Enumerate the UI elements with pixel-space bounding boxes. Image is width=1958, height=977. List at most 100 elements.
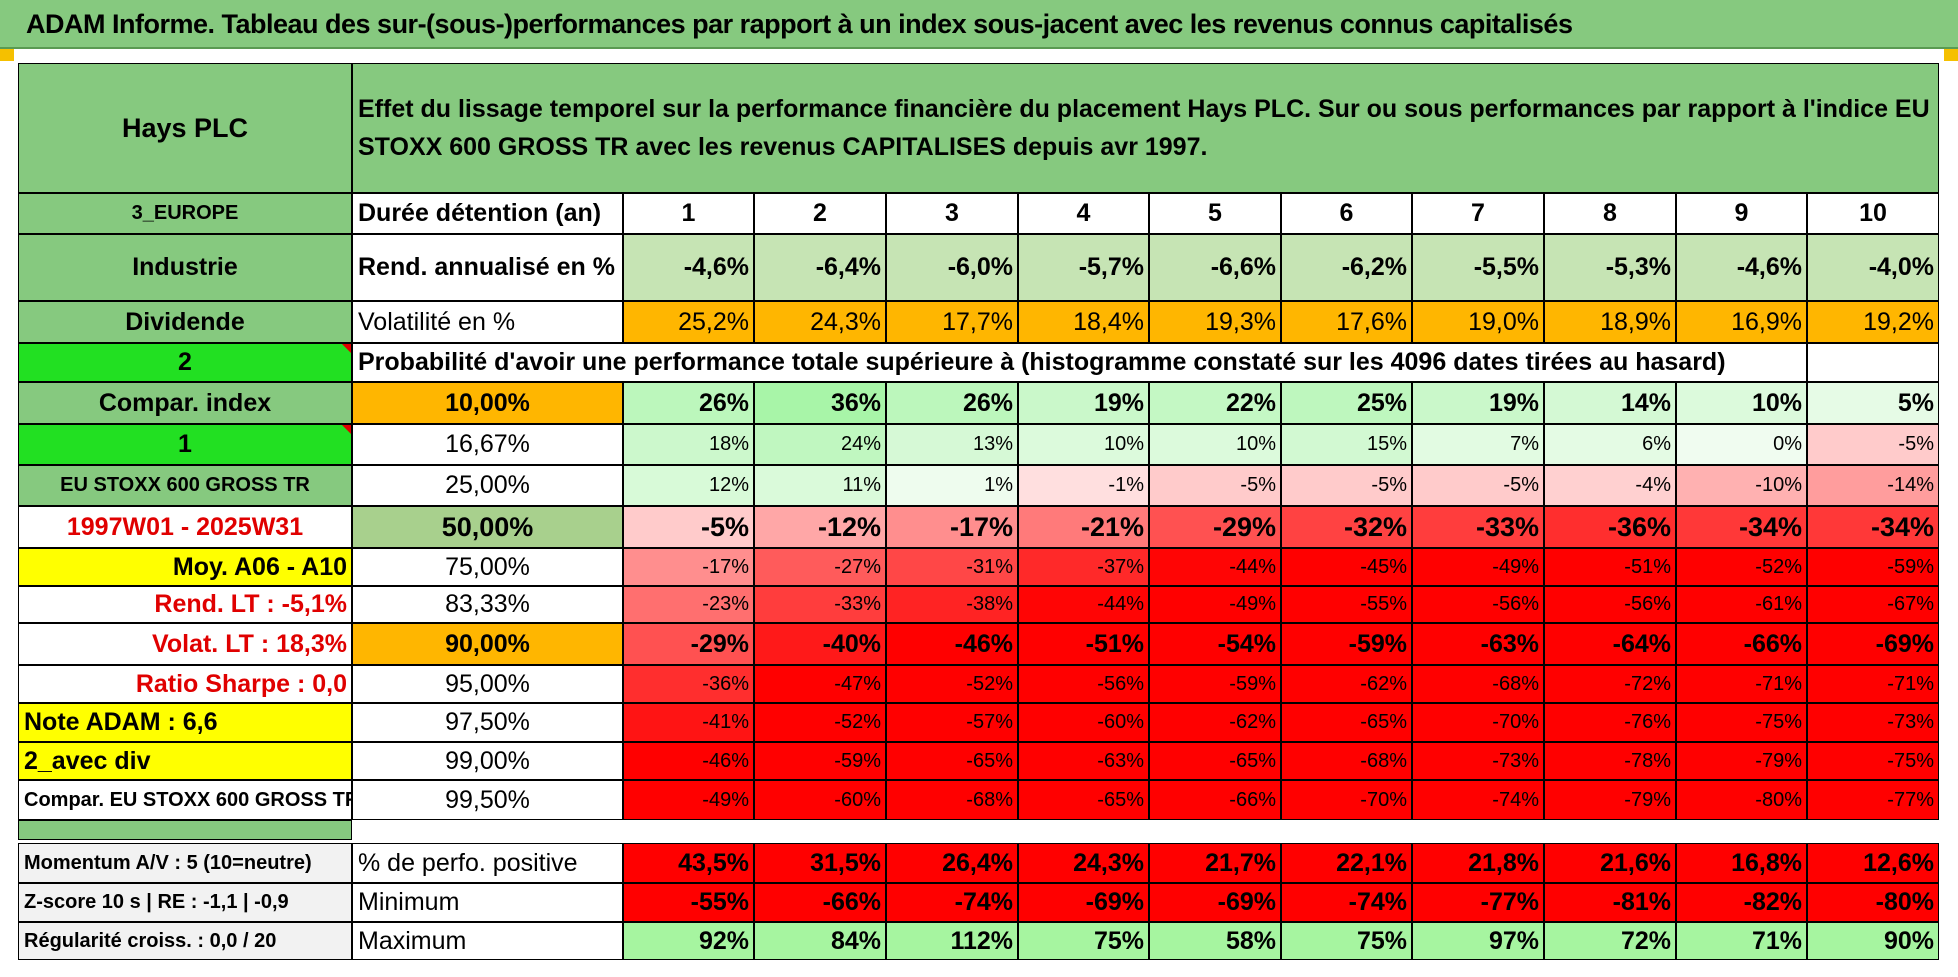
probability-value: -74% — [1412, 780, 1544, 820]
probability-value: 11% — [754, 465, 886, 506]
bottom-row-value: 31,5% — [754, 843, 886, 883]
description-line-1: Effet du lissage temporel sur la perform… — [358, 95, 1930, 123]
probability-threshold: 90,00% — [352, 623, 623, 665]
rend-value: -6,2% — [1281, 234, 1412, 301]
compar-full-label: Compar. EU STOXX 600 GROSS TR — [18, 780, 352, 820]
probability-value: 13% — [886, 424, 1018, 465]
vol-value: 18,4% — [1018, 301, 1149, 343]
probability-value: -33% — [1412, 506, 1544, 548]
probability-value: -36% — [623, 665, 754, 703]
bottom-row-value: -80% — [1807, 883, 1939, 922]
probability-threshold: 50,00% — [352, 506, 623, 548]
duration-header: 3 — [886, 193, 1018, 234]
rend-value: -6,6% — [1149, 234, 1281, 301]
probability-value: 22% — [1149, 382, 1281, 424]
probability-value: 15% — [1281, 424, 1412, 465]
probability-value: -10% — [1676, 465, 1807, 506]
probability-value: -17% — [886, 506, 1018, 548]
vol-value: 19,3% — [1149, 301, 1281, 343]
duration-header: 6 — [1281, 193, 1412, 234]
probability-value: -44% — [1149, 548, 1281, 586]
probability-value: -21% — [1018, 506, 1149, 548]
bottom-row-value: 21,6% — [1544, 843, 1676, 883]
probability-value: -76% — [1544, 703, 1676, 742]
probability-value: -57% — [886, 703, 1018, 742]
bottom-row-value: 24,3% — [1018, 843, 1149, 883]
probability-value: -62% — [1149, 703, 1281, 742]
probability-value: -52% — [886, 665, 1018, 703]
probability-value: -65% — [1018, 780, 1149, 820]
rend-value: -6,4% — [754, 234, 886, 301]
probability-value: -71% — [1676, 665, 1807, 703]
comment-marker-icon — [342, 344, 351, 353]
probability-empty-cell — [1807, 343, 1939, 382]
probability-value: 12% — [623, 465, 754, 506]
probability-value: 1% — [886, 465, 1018, 506]
probability-value: -38% — [886, 586, 1018, 623]
rend-value: -5,3% — [1544, 234, 1676, 301]
probability-value: -52% — [1676, 548, 1807, 586]
probability-value: -73% — [1807, 703, 1939, 742]
bottom-row-value: -55% — [623, 883, 754, 922]
index-name-label: EU STOXX 600 GROSS TR — [18, 465, 352, 506]
probability-value: -47% — [754, 665, 886, 703]
vol-value: 25,2% — [623, 301, 754, 343]
vol-value: 17,7% — [886, 301, 1018, 343]
volat-lt-label: Volat. LT : 18,3% — [18, 623, 352, 665]
compar-index-label: Compar. index — [18, 382, 352, 424]
durations-label: Durée détention (an) — [352, 193, 623, 234]
bottom-row-value: -69% — [1149, 883, 1281, 922]
probability-value: 26% — [886, 382, 1018, 424]
probability-threshold: 25,00% — [352, 465, 623, 506]
selector-2[interactable]: 1 — [18, 424, 352, 465]
bottom-row-value: -69% — [1018, 883, 1149, 922]
probability-value: -59% — [1281, 623, 1412, 665]
bottom-row-value: -81% — [1544, 883, 1676, 922]
probability-value: -77% — [1807, 780, 1939, 820]
sector-label: Industrie — [18, 234, 352, 301]
probability-value: -56% — [1018, 665, 1149, 703]
bottom-row-value: 21,8% — [1412, 843, 1544, 883]
bottom-row-value: 43,5% — [623, 843, 754, 883]
bottom-row-value: 58% — [1149, 922, 1281, 960]
probability-value: 7% — [1412, 424, 1544, 465]
probability-value: 5% — [1807, 382, 1939, 424]
probability-value: -79% — [1676, 742, 1807, 780]
rend-value: -5,7% — [1018, 234, 1149, 301]
probability-value: -44% — [1018, 586, 1149, 623]
probability-value: -31% — [886, 548, 1018, 586]
probability-value: -73% — [1412, 742, 1544, 780]
probability-value: -12% — [754, 506, 886, 548]
bottom-row-value: 75% — [1018, 922, 1149, 960]
dividend-label: Dividende — [18, 301, 352, 343]
probability-value: -33% — [754, 586, 886, 623]
bottom-row-value: 26,4% — [886, 843, 1018, 883]
bottom-row-value: 12,6% — [1807, 843, 1939, 883]
probability-value: 10% — [1018, 424, 1149, 465]
sharpe-label: Ratio Sharpe : 0,0 — [18, 665, 352, 703]
selector-1[interactable]: 2 — [18, 343, 352, 382]
probability-value: -79% — [1544, 780, 1676, 820]
rend-value: -4,6% — [623, 234, 754, 301]
rend-value: -6,0% — [886, 234, 1018, 301]
bottom-row-value: 72% — [1544, 922, 1676, 960]
probability-value: -65% — [1281, 703, 1412, 742]
duration-header: 10 — [1807, 193, 1939, 234]
description: Effet du lissage temporel sur la perform… — [352, 63, 1939, 193]
zscore-label: Z-score 10 s | RE : -1,1 | -0,9 — [18, 883, 352, 922]
probability-value: -29% — [623, 623, 754, 665]
probability-value: 24% — [754, 424, 886, 465]
probability-value: -68% — [1281, 742, 1412, 780]
div-mode-label: 2_avec div — [18, 742, 352, 780]
probability-value: -63% — [1018, 742, 1149, 780]
bottom-row-value: 21,7% — [1149, 843, 1281, 883]
performance-table: Hays PLC Effet du lissage temporel sur la… — [18, 63, 1939, 974]
bottom-row-value: 71% — [1676, 922, 1807, 960]
period-label: 1997W01 - 2025W31 — [18, 506, 352, 548]
probability-value: -66% — [1676, 623, 1807, 665]
corner-marker-left — [0, 49, 14, 61]
bottom-row-value: -66% — [754, 883, 886, 922]
probability-value: -46% — [623, 742, 754, 780]
probability-threshold: 75,00% — [352, 548, 623, 586]
probability-value: -51% — [1544, 548, 1676, 586]
